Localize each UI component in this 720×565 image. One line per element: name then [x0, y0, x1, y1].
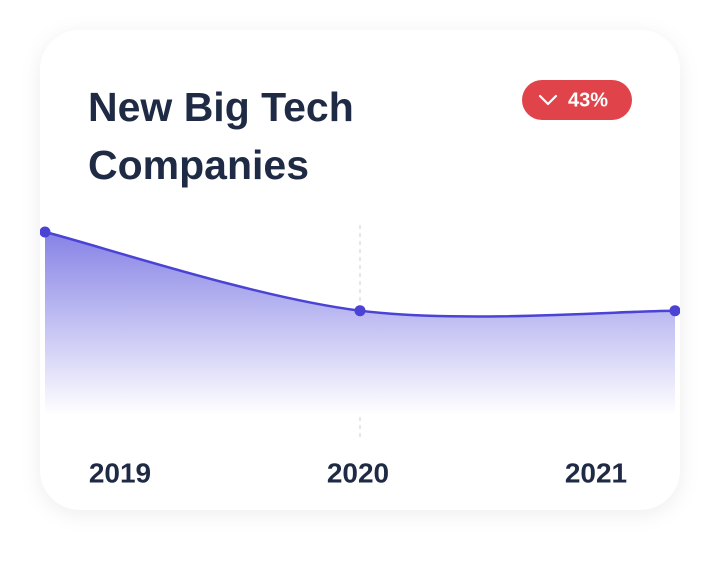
title-line: New Big Tech: [88, 84, 354, 130]
badge-text: 43%: [568, 89, 608, 111]
x-tick-label: 2020: [327, 457, 389, 488]
plot: [40, 226, 680, 415]
down-icon: [538, 94, 558, 106]
point: [669, 305, 680, 317]
badge: [522, 80, 632, 120]
title-line: Companies: [88, 142, 309, 188]
x-tick-label: 2019: [89, 457, 151, 488]
point: [40, 226, 51, 238]
x-tick-label: 2021: [565, 457, 627, 488]
point: [354, 305, 366, 317]
